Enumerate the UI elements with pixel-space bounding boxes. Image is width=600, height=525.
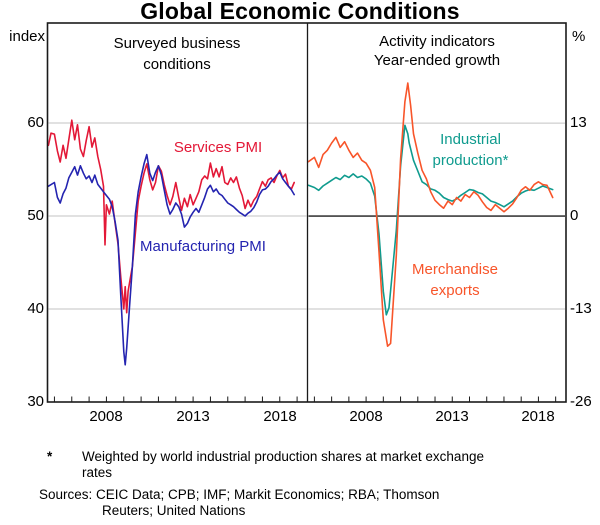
x-label-right-2018: 2018 (521, 408, 555, 425)
y-tick-right-neg13: -13 (570, 300, 592, 317)
x-label-right-2013: 2013 (435, 408, 469, 425)
chart-title: Global Economic Conditions (140, 0, 460, 24)
sources: Sources: CEIC Data; CPB; IMF; Markit Eco… (39, 487, 559, 519)
y-tick-right-13: 13 (570, 114, 587, 131)
x-label-left-2013: 2013 (176, 408, 210, 425)
industrial-production-line (307, 124, 554, 316)
y-tick-left-30: 30 (27, 393, 44, 410)
x-label-right-2008: 2008 (349, 408, 383, 425)
footnote-line2: rates (82, 465, 113, 480)
y-tick-left-50: 50 (27, 207, 44, 224)
legend-industrial-production: Industrial production* (432, 131, 509, 169)
sources-line2: Reuters; United Nations (102, 503, 246, 518)
x-label-left-2018: 2018 (263, 408, 297, 425)
left-axis-unit: index (9, 28, 45, 45)
y-tick-left-40: 40 (27, 300, 44, 317)
right-panel-title-line2: Year-ended growth (373, 52, 501, 69)
manufacturing-pmi-line (47, 153, 296, 366)
footnote-text: Weighted by world industrial production … (82, 449, 484, 481)
x-axis-ticks (53, 396, 557, 402)
right-panel-title-line1: Activity indicators (379, 33, 495, 50)
y-tick-right-0: 0 (570, 207, 579, 224)
gridlines (48, 122, 565, 310)
footnote-line1: Weighted by world industrial production … (82, 449, 484, 464)
sources-line1: Sources: CEIC Data; CPB; IMF; Markit Eco… (39, 487, 440, 502)
legend-manufacturing-pmi: Manufacturing PMI (140, 238, 266, 255)
data-series (47, 82, 554, 366)
panel-border (46, 22, 567, 403)
footnote-marker: * (47, 449, 53, 464)
legend-merchandise-exports: Merchandise exports (412, 261, 498, 299)
right-panel-title: Activity indicators Year-ended growth (357, 32, 517, 70)
right-axis-unit: % (572, 28, 586, 45)
left-panel-title: Surveyed business conditions (113, 35, 241, 73)
y-tick-right-neg26: -26 (570, 393, 592, 410)
legend-services-pmi: Services PMI (173, 139, 263, 156)
x-label-left-2008: 2008 (89, 408, 123, 425)
footnote: * Weighted by world industrial productio… (47, 449, 547, 481)
services-pmi-line (47, 119, 296, 314)
merchandise-exports-line (307, 82, 554, 348)
y-tick-left-60: 60 (27, 114, 44, 131)
